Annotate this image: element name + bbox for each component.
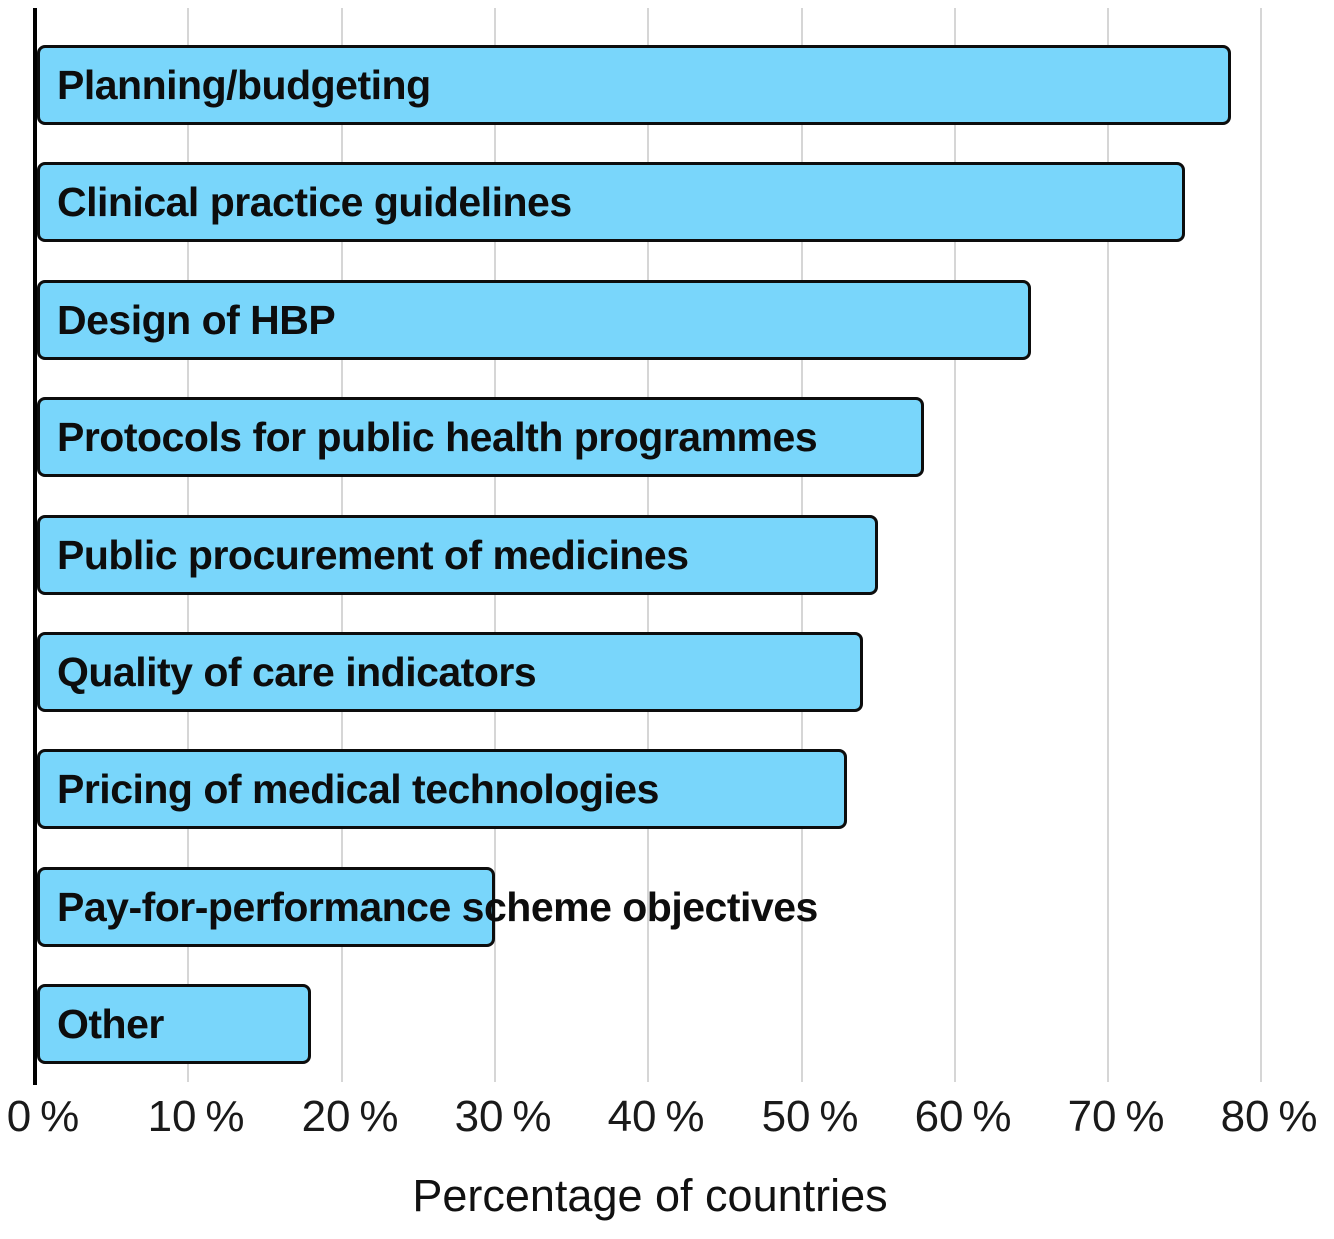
bar-label: Clinical practice guidelines	[57, 178, 572, 225]
bar-other: Other	[37, 984, 311, 1064]
bar-pay-for-performance-scheme-objectives: Pay-for-performance scheme objectives	[37, 867, 818, 947]
x-tick-label: 60 %	[914, 1092, 1012, 1141]
x-tick-label: 10 %	[147, 1092, 245, 1141]
x-tick-label: 40 %	[607, 1092, 705, 1141]
gridline	[1260, 8, 1262, 1082]
bar-public-procurement-of-medicines: Public procurement of medicines	[37, 515, 878, 595]
bar-label: Quality of care indicators	[57, 648, 537, 695]
x-tick-label: 30 %	[454, 1092, 552, 1141]
bar-label: Pricing of medical technologies	[57, 765, 659, 812]
bar-label: Design of HBP	[57, 296, 336, 343]
gridline	[1107, 8, 1109, 1082]
x-tick-label: 80 %	[1220, 1092, 1318, 1141]
bar-label: Other	[57, 1000, 164, 1047]
x-tick-label: 50 %	[761, 1092, 859, 1141]
x-axis-title: Percentage of countries	[412, 1170, 888, 1221]
x-tick-label: 20 %	[301, 1092, 399, 1141]
bar-label: Planning/budgeting	[57, 61, 431, 108]
bar-planning-budgeting: Planning/budgeting	[37, 45, 1231, 125]
bar-quality-of-care-indicators: Quality of care indicators	[37, 632, 863, 712]
bar-label: Public procurement of medicines	[57, 531, 689, 578]
x-tick-label: 70 %	[1067, 1092, 1165, 1141]
gridline	[954, 8, 956, 1082]
bar-design-of-hbp: Design of HBP	[37, 280, 1031, 360]
bar-clinical-practice-guidelines: Clinical practice guidelines	[37, 162, 1185, 242]
bar-protocols-for-public-health-programmes: Protocols for public health programmes	[37, 397, 924, 477]
bar-label: Pay-for-performance scheme objectives	[57, 883, 818, 930]
y-axis-line	[33, 8, 37, 1085]
x-tick-label: 0 %	[6, 1092, 80, 1141]
bar-pricing-of-medical-technologies: Pricing of medical technologies	[37, 749, 847, 829]
bar-label: Protocols for public health programmes	[57, 413, 818, 460]
